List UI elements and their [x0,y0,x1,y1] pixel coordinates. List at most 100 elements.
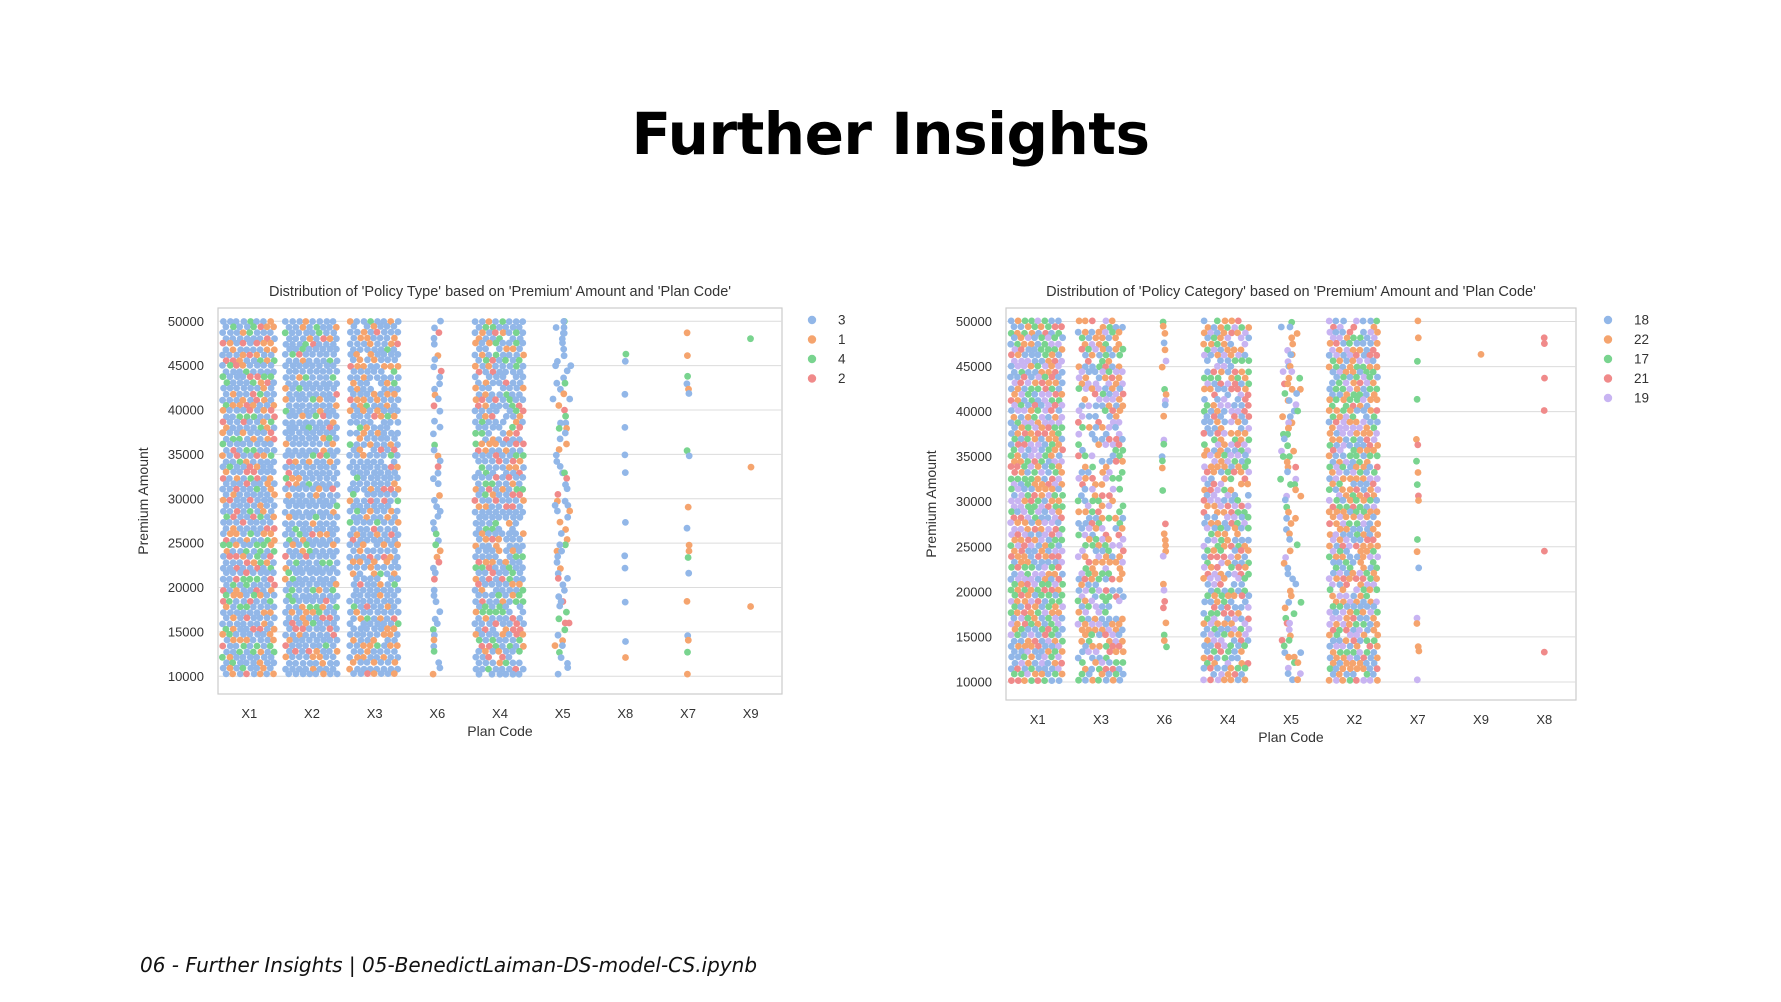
left-point [319,559,326,567]
left-point [475,636,483,644]
left-point [359,631,367,638]
right-point [1332,564,1340,572]
right-point [1024,435,1031,443]
left-point [346,318,354,325]
right-point [1098,570,1106,577]
right-chart-title: Distribution of 'Policy Category' based … [1046,284,1536,300]
right-point [1241,351,1249,359]
right-point [1048,642,1056,650]
right-point [1102,351,1110,359]
right-point [1353,486,1360,493]
right-point [1051,648,1059,655]
left-point [323,463,330,471]
left-point [233,339,241,347]
right-point [1238,502,1246,510]
right-point [1075,418,1082,426]
left-point [260,664,267,672]
left-point [250,591,258,599]
right-point [1106,637,1113,645]
right-point [1014,419,1022,427]
right-point [1220,553,1228,561]
left-point [246,496,254,504]
right-point [1336,525,1344,533]
left-point [566,395,574,403]
right-point [1109,485,1117,493]
left-legend-label: 1 [838,332,846,347]
right-point [1204,637,1211,644]
left-point [333,357,341,365]
right-point [1231,458,1239,465]
right-point [1078,368,1086,376]
right-point [1360,531,1368,538]
right-point [1227,676,1235,684]
left-point [230,603,237,611]
right-point [1119,323,1126,331]
right-point [1051,401,1059,409]
right-point [1160,530,1168,538]
left-point [479,497,486,504]
left-point [288,653,296,661]
left-point [270,636,277,644]
left-point [485,429,493,437]
right-point [1224,468,1232,476]
right-point [1359,363,1367,371]
right-point [1055,430,1062,437]
left-point [249,379,257,387]
right-point [1241,463,1249,471]
left-point [502,558,510,566]
right-point [1340,317,1347,325]
left-point [475,591,483,599]
left-point [390,615,398,622]
left-point [560,345,568,353]
left-point [353,374,361,381]
left-point [289,351,296,358]
right-point [1052,625,1059,633]
right-point [1342,637,1350,645]
left-point [330,452,337,459]
right-point [1041,653,1048,661]
right-x-axis-label: Plan Code [1258,729,1324,745]
right-point [1018,492,1025,499]
right-point [1037,401,1045,409]
left-point [486,407,493,415]
left-point [225,351,233,359]
right-point [1024,591,1032,599]
right-point [1079,547,1086,555]
right-point [1335,670,1343,678]
right-point [1108,620,1116,628]
right-point [1115,642,1123,650]
right-point [1160,586,1168,594]
left-point [233,463,241,471]
right-point [1326,396,1334,404]
right-point [1054,665,1062,673]
left-point [499,396,507,404]
left-point [312,391,320,398]
right-point [1353,654,1361,662]
right-point [1363,547,1371,555]
left-point [430,446,438,454]
right-point [1011,525,1018,533]
left-point [479,318,486,325]
left-point [516,447,524,455]
left-point [482,368,490,376]
right-point [1349,659,1357,667]
right-point [1360,496,1368,504]
left-point [303,586,310,594]
left-point [380,485,388,493]
right-point [1370,581,1378,588]
right-point [1335,379,1343,387]
left-point [316,665,324,673]
right-point [1217,547,1225,554]
left-point [250,525,257,532]
left-point [243,424,251,432]
right-point [1287,351,1295,358]
right-point [1074,597,1082,605]
left-point [326,603,334,611]
right-point [1112,424,1119,431]
right-point [1028,485,1035,493]
left-point [509,491,517,499]
left-point [356,424,364,431]
left-point [227,318,234,325]
right-point [1031,323,1039,331]
right-point [1055,351,1063,359]
